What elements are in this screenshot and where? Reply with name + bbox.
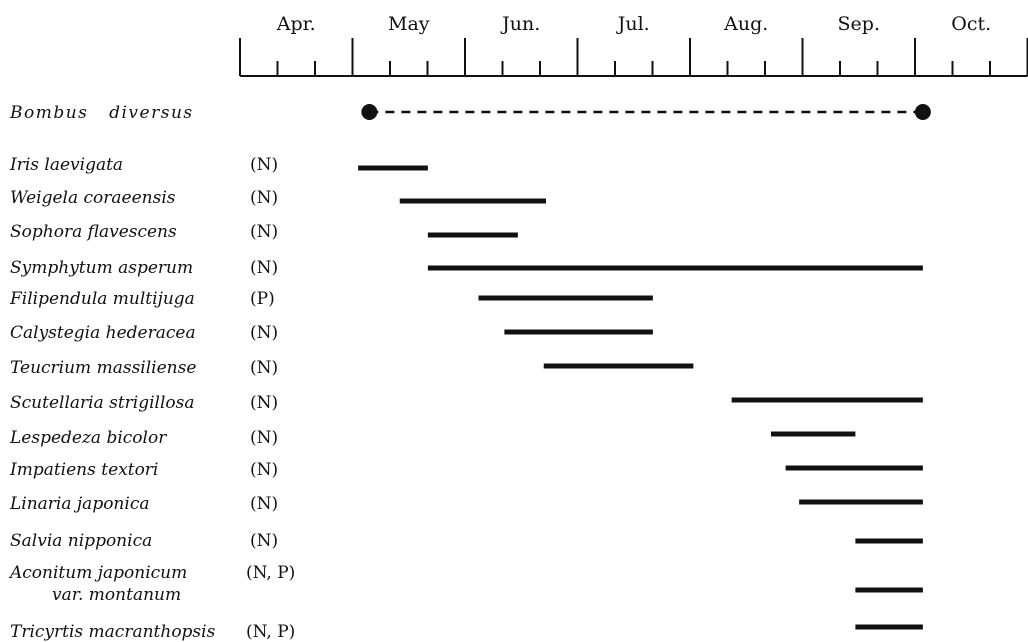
resource-type-label: (N) — [250, 188, 278, 208]
bee-activity-start-dot — [361, 104, 378, 120]
resource-type-label: (N) — [250, 460, 278, 480]
plant-row: Impatiens textori (N) — [9, 460, 923, 480]
resource-type-label: (N) — [250, 393, 278, 413]
plant-name: Tricyrtis macranthopsis — [10, 622, 216, 642]
month-label: Oct. — [951, 13, 991, 35]
plant-name: Linaria japonica — [9, 494, 149, 514]
plant-name: Iris laevigata — [9, 155, 123, 175]
resource-type-label: (N) — [250, 358, 278, 378]
month-label: Sep. — [838, 13, 880, 35]
plant-row: Linaria japonica (N) — [9, 494, 923, 514]
resource-type-label: (P) — [250, 289, 275, 309]
plant-row: Salvia nipponica (N) — [10, 531, 923, 551]
plant-name: Sophora flavescens — [10, 222, 177, 242]
plant-name: Impatiens textori — [9, 460, 158, 480]
plant-row: Weigela coraeensis (N) — [10, 188, 546, 208]
plant-name: Symphytum asperum — [10, 258, 193, 278]
month-label: Jun. — [500, 13, 540, 35]
plant-row: Teucrium massiliense (N) — [10, 358, 694, 378]
plant-rows: Iris laevigata (N)Weigela coraeensis (N)So… — [8, 155, 923, 642]
plant-row: Lespedeza bicolor (N) — [9, 428, 856, 448]
plant-row: Sophora flavescens (N) — [10, 222, 518, 242]
plant-name-line2: var. montanum — [52, 585, 181, 605]
resource-type-label: (N) — [250, 494, 278, 514]
bee-activity-end-dot — [914, 104, 931, 120]
bee-species-label: Bombus diversus — [9, 103, 194, 123]
month-axis: Apr. May Jun. Jul. Aug. Sep. Oct. — [239, 13, 1028, 77]
bee-activity-row: Bombus diversus — [9, 103, 931, 123]
plant-name: Scutellaria strigillosa — [10, 393, 195, 413]
plant-row: Calystegia hederacea (N) — [10, 323, 653, 343]
plant-name: Weigela coraeensis — [10, 188, 176, 208]
plant-row: Filipendula multijuga (P) — [9, 289, 653, 309]
plant-name: Salvia nipponica — [10, 531, 152, 551]
plant-row: Symphytum asperum (N) — [10, 258, 923, 278]
resource-type-label: (N) — [250, 428, 278, 448]
month-label: Jul. — [616, 13, 650, 35]
plant-name: Calystegia hederacea — [10, 323, 196, 343]
month-label: Apr. — [276, 13, 316, 35]
resource-type-label: (N) — [250, 258, 278, 278]
plant-name: Filipendula multijuga — [9, 289, 195, 309]
plant-row: Scutellaria strigillosa (N) — [10, 393, 923, 413]
plant-name: Aconitum japonicum — [8, 563, 187, 583]
resource-type-label: (N, P) — [246, 563, 295, 583]
resource-type-label: (N) — [250, 323, 278, 343]
plant-name: Teucrium massiliense — [10, 358, 196, 378]
resource-type-label: (N) — [250, 531, 278, 551]
resource-type-label: (N, P) — [246, 622, 295, 642]
month-label: May — [388, 13, 430, 35]
month-label: Aug. — [723, 13, 768, 35]
resource-type-label: (N) — [250, 155, 278, 175]
resource-type-label: (N) — [250, 222, 278, 242]
plant-row: Tricyrtis macranthopsis (N, P) — [10, 622, 923, 642]
plant-name: Lespedeza bicolor — [9, 428, 167, 448]
plant-row: Iris laevigata (N) — [9, 155, 428, 175]
